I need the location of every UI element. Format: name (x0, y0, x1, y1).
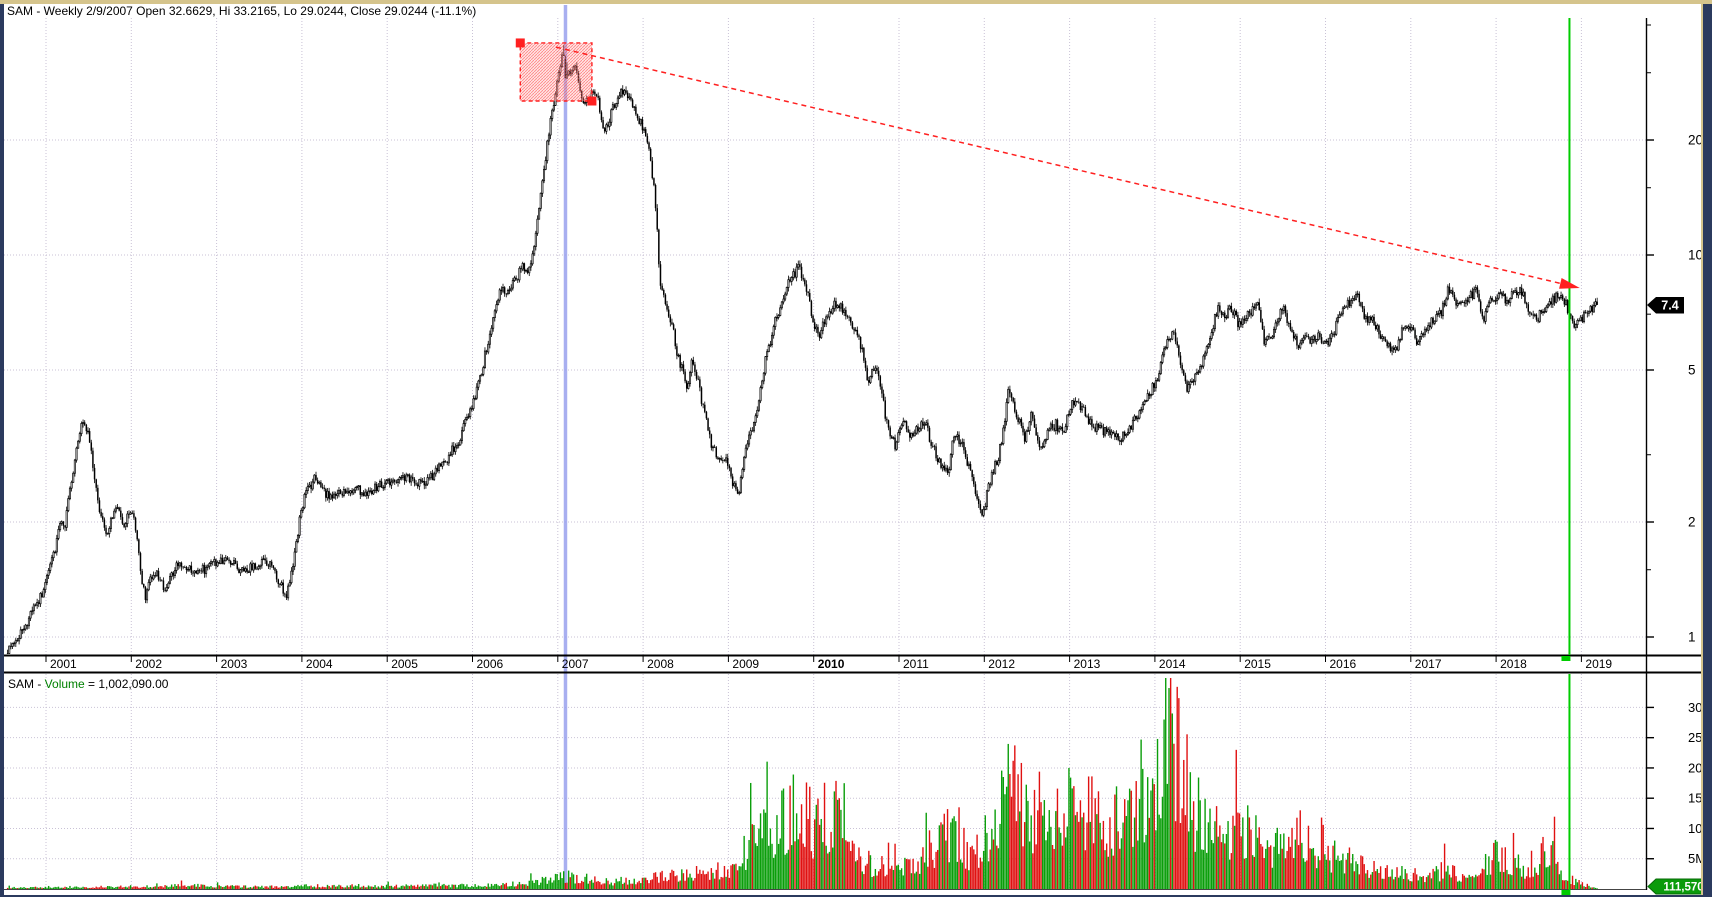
window-border-bottom (0, 895, 1712, 897)
time-axis-labels: 2001 2002 2003 2004 2005 2006 2007 2008 2009 2010… (45, 656, 1612, 671)
selection-box[interactable] (515, 38, 597, 106)
year-label-2018: 2018 (1500, 657, 1527, 671)
volume-pane-header: SAM - Volume = 1,002,090.00 (8, 677, 168, 691)
volume-header-symbol: SAM - (8, 677, 45, 691)
last-volume-badge-text: 111,570 (1663, 882, 1703, 894)
year-label-2004: 2004 (306, 657, 333, 671)
price-tick-label-5: 5 (1688, 362, 1696, 377)
selection-handle-topleft[interactable] (515, 38, 525, 48)
year-label-2019: 2019 (1585, 657, 1612, 671)
price-pane-header: SAM - Weekly 2/9/2007 Open 32.6629, Hi 3… (7, 4, 483, 18)
marker-foot-price (1561, 656, 1571, 661)
year-label-2001: 2001 (50, 657, 77, 671)
last-price-badge: 7.4 (1647, 296, 1684, 314)
axes (4, 18, 1703, 890)
year-label-2010: 2010 (818, 657, 845, 671)
year-label-2007: 2007 (562, 657, 589, 671)
volume-header-label: Volume (44, 677, 85, 691)
year-label-2002: 2002 (135, 657, 162, 671)
year-label-2008: 2008 (647, 657, 674, 671)
window-border-top (0, 0, 1712, 4)
last-price-badge-text: 7.4 (1661, 298, 1678, 312)
year-label-2014: 2014 (1159, 657, 1186, 671)
year-label-2003: 2003 (221, 657, 248, 671)
price-tick-label-20: 20 (1688, 133, 1703, 148)
volume-bars (6, 678, 1598, 889)
year-label-2009: 2009 (732, 657, 759, 671)
selection-handle-bottomright[interactable] (587, 96, 597, 106)
price-tick-label-10: 10 (1688, 248, 1703, 263)
window-border-right-accent (1701, 4, 1703, 897)
year-label-2012: 2012 (988, 657, 1015, 671)
price-candles (6, 44, 1598, 655)
year-label-2011: 2011 (903, 657, 929, 671)
year-label-2016: 2016 (1330, 657, 1357, 671)
volume-header-value: = 1,002,090.00 (84, 677, 169, 691)
year-label-2006: 2006 (477, 657, 504, 671)
window-border-left (0, 4, 4, 897)
price-axis-labels: 20 10 5 2 1 (1646, 24, 1703, 645)
price-tick-label-1: 1 (1688, 630, 1696, 645)
trend-line[interactable] (555, 46, 1580, 289)
year-label-2017: 2017 (1415, 657, 1442, 671)
year-label-2015: 2015 (1244, 657, 1271, 671)
price-tick-label-2: 2 (1688, 515, 1696, 530)
year-label-2013: 2013 (1074, 657, 1101, 671)
window-scroll-strip[interactable] (1703, 4, 1712, 897)
marker-foot-volume (1561, 890, 1571, 896)
last-volume-badge: 111,570 (1647, 878, 1712, 895)
trend-line-arrowhead (1559, 278, 1580, 289)
price-pane-header-text: SAM - Weekly 2/9/2007 Open 32.6629, Hi 3… (7, 4, 477, 18)
gridlines (4, 18, 1646, 889)
year-label-2005: 2005 (391, 657, 418, 671)
marker-line-green[interactable] (1561, 18, 1571, 896)
